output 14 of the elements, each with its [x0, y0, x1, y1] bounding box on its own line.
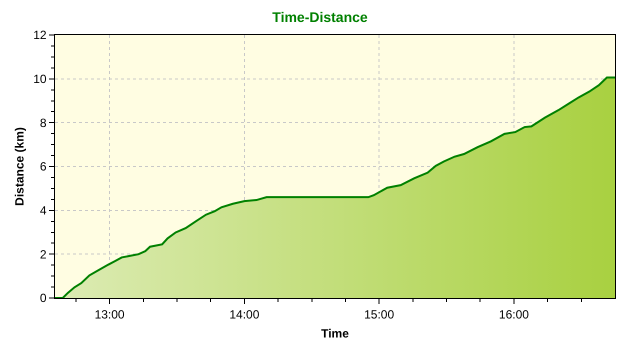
- chart-title: Time-Distance: [272, 9, 368, 26]
- x-tick-label: 14:00: [229, 307, 260, 322]
- y-tick-label: 10: [33, 72, 47, 86]
- y-tick-label: 12: [33, 28, 47, 42]
- y-tick-label: 2: [40, 247, 47, 262]
- x-tick-label: 16:00: [498, 307, 530, 322]
- y-tick-label: 0: [40, 291, 47, 306]
- x-tick-label: 15:00: [364, 307, 394, 322]
- y-tick-label: 8: [40, 116, 47, 130]
- x-tick-label: 13:00: [94, 307, 125, 322]
- y-tick-label: 6: [40, 160, 47, 174]
- x-axis-title: Time: [321, 326, 350, 340]
- y-axis-title: Distance (km): [12, 127, 27, 206]
- y-tick-label: 4: [40, 204, 47, 218]
